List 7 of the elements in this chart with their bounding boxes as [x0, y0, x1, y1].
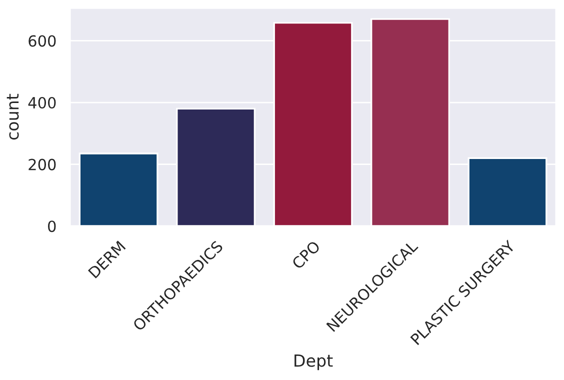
y-tick-label: 400 — [28, 96, 56, 109]
y-tick-label: 600 — [28, 35, 56, 47]
y-tick-label: 200 — [28, 158, 56, 170]
y-tick-label: 0 — [48, 220, 56, 232]
x-tick-label: CPO — [291, 240, 321, 270]
x-axis-title: Dept — [294, 354, 333, 370]
y-axis-title: count — [6, 94, 19, 140]
